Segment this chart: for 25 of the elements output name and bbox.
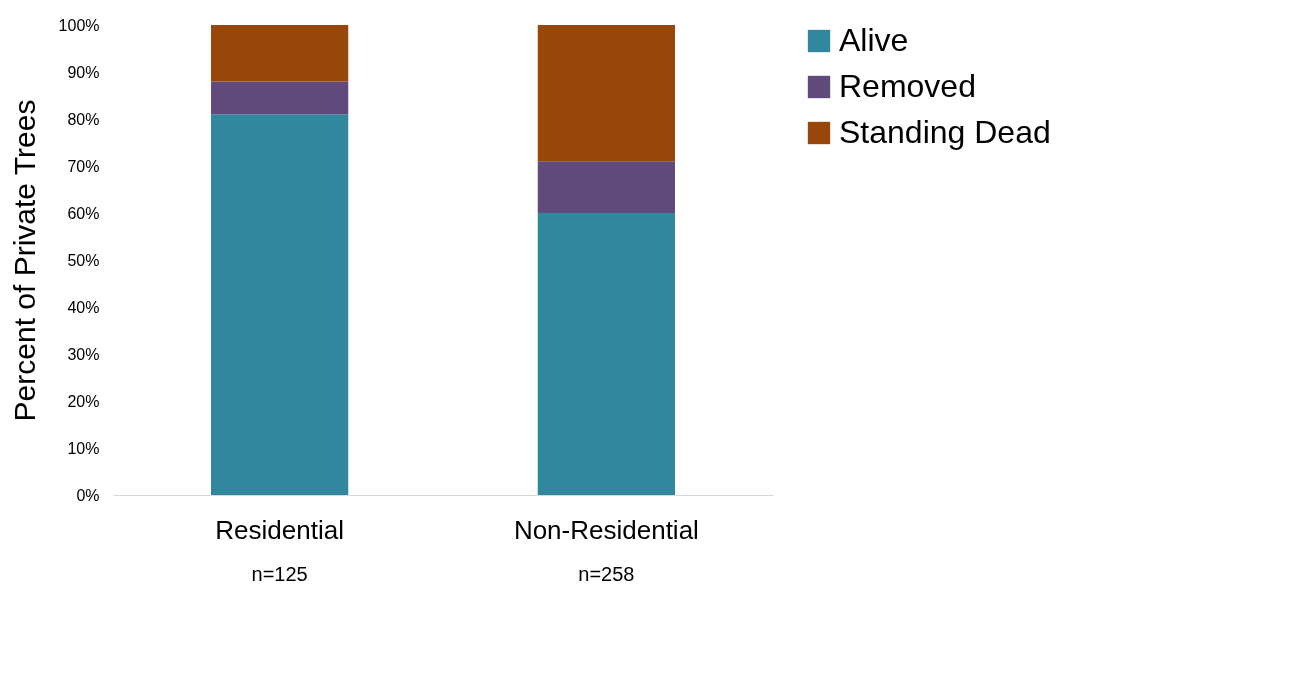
y-axis-title: Percent of Private Trees: [7, 99, 41, 422]
bar: [211, 81, 349, 115]
legend-label: Removed: [839, 68, 976, 104]
bar: [211, 114, 349, 495]
bar: [537, 25, 675, 162]
bar: [537, 161, 675, 213]
y-tick-label: 10%: [67, 439, 100, 457]
x-tick-label: Residential: [215, 514, 344, 545]
y-tick-label: 20%: [67, 392, 100, 410]
legend-label: Alive: [839, 22, 909, 58]
legend-label: Standing Dead: [839, 114, 1051, 150]
y-tick-label: 50%: [67, 251, 100, 269]
y-tick-label: 60%: [67, 204, 100, 222]
y-tick-label: 30%: [67, 345, 100, 363]
text: n=258: [578, 563, 635, 585]
y-tick-label: 40%: [67, 298, 100, 316]
x-tick-label: Non-Residential: [513, 514, 699, 545]
y-tick-label: 0%: [76, 486, 100, 504]
bar: [537, 213, 675, 495]
text: n=125: [251, 563, 308, 585]
bar: [211, 25, 349, 82]
y-tick-label: 70%: [67, 157, 100, 175]
y-tick-label: 100%: [58, 16, 100, 34]
y-tick-label: 80%: [67, 110, 100, 128]
y-tick-label: 90%: [67, 63, 100, 81]
